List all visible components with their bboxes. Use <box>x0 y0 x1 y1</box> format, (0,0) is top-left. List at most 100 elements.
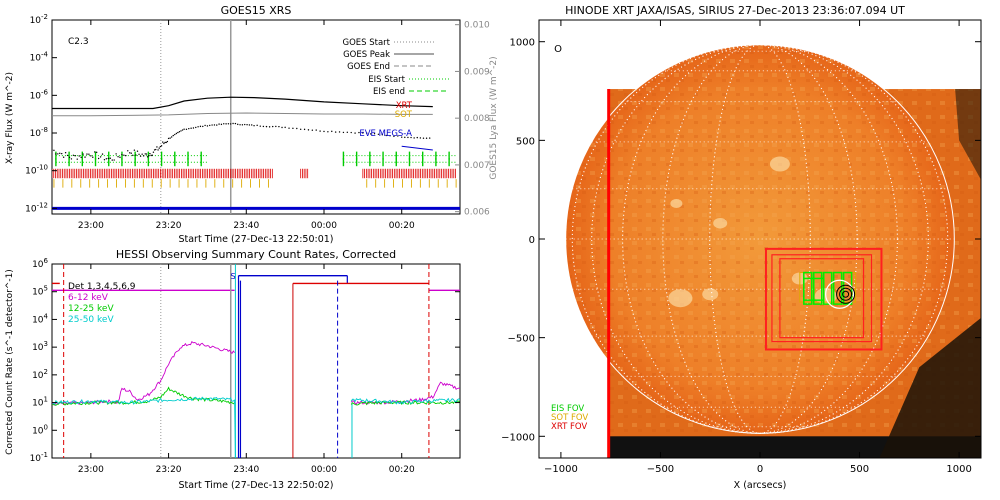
goes-short-point <box>141 153 143 155</box>
hessi-ytick-label-exp: 1 <box>44 396 48 404</box>
bright-region <box>668 289 693 308</box>
hessi-ytick-label-exp: 0 <box>44 423 48 431</box>
goes-short-point <box>119 156 121 159</box>
goes-short-point <box>86 153 88 155</box>
goes-legend-label: GOES Start <box>342 38 390 48</box>
hessi-ytick-label-base: 10 <box>32 260 44 270</box>
goes-short-point <box>197 126 199 128</box>
goes-short-point <box>172 134 174 137</box>
goes-short-point <box>90 155 92 157</box>
goes-short-point <box>195 126 197 129</box>
goes-short-point <box>278 125 280 128</box>
hessi-legend-label: 12-25 keV <box>68 304 114 314</box>
goes-short-point <box>428 137 431 139</box>
goes-ytick-right-label: 0.010 <box>464 21 490 31</box>
goes-short-point <box>216 124 218 126</box>
goes-short-point <box>190 127 192 129</box>
series-lya <box>52 112 433 117</box>
hessi-ytick-label-base: 10 <box>32 399 44 409</box>
xrt-legend-label: SOT FOV <box>551 413 588 423</box>
goes-short-point <box>202 125 204 128</box>
goes-short-point <box>362 132 364 134</box>
goes-short-point <box>369 133 372 135</box>
goes-short-point <box>158 147 160 149</box>
goes-short-point <box>220 123 223 126</box>
goes-short-point <box>315 129 317 131</box>
goes-ytick-label-exp: -4 <box>41 51 49 59</box>
goes-short-point <box>204 124 206 127</box>
xrt-ytick-label: 1000 <box>510 38 535 49</box>
goes-short-point <box>97 157 100 160</box>
goes-short-point <box>246 124 248 126</box>
goes-short-point <box>331 130 333 133</box>
goes-ylabel-text: X-ray Flux (W m^-2) <box>5 72 15 164</box>
goes-short-point <box>101 153 104 155</box>
hessi-ytick-label-base: 10 <box>32 371 44 381</box>
goes-short-point <box>416 136 418 139</box>
goes-xtick-label: 23:20 <box>156 221 182 231</box>
xrt-ytick-label: 0 <box>529 235 535 246</box>
goes-short-point <box>199 125 202 128</box>
hessi-ytick-label: 10-1 <box>30 451 48 464</box>
hessi-xtick-label: 23:20 <box>156 465 182 475</box>
goes-short-point <box>381 134 383 136</box>
goes-short-point <box>152 151 155 153</box>
goes-ytick-label-exp: -6 <box>41 88 49 96</box>
goes-short-point <box>358 131 360 134</box>
goes-short-point <box>311 129 314 131</box>
hessi-legend-label: 25-50 keV <box>68 315 114 325</box>
hessi-ytick-label-base: 10 <box>32 315 44 325</box>
goes-short-point <box>57 153 59 155</box>
goes-short-point <box>213 124 216 126</box>
hessi-ytick-label-exp: 6 <box>44 257 49 265</box>
goes-xtick-label: 23:40 <box>233 221 259 231</box>
goes-short-point <box>397 135 399 137</box>
goes-short-point <box>299 128 302 130</box>
goes-short-point <box>53 149 55 152</box>
goes-short-point <box>373 133 376 135</box>
goes-short-point <box>284 126 286 129</box>
goes-ytick-label-base: 10 <box>25 167 37 177</box>
goes-short-point <box>225 123 227 125</box>
goes-short-point <box>138 153 140 155</box>
goes-short-point <box>162 141 164 143</box>
goes-short-point <box>281 126 283 129</box>
goes-ytick-label-exp: -12 <box>37 201 48 209</box>
hessi-ytick-label-exp: 2 <box>44 368 48 376</box>
goes-short-point <box>115 153 117 155</box>
hessi-ytick-label: 100 <box>32 423 48 436</box>
goes-short-point <box>148 155 150 157</box>
goes-short-point <box>78 155 80 157</box>
goes-short-point <box>292 127 294 130</box>
goes-short-point <box>389 135 391 137</box>
hessi-ylabel-text: Corrected Count Rate (s^-1 detector^-1) <box>5 269 15 455</box>
goes-ytick-right-label: 0.008 <box>464 114 490 124</box>
goes-short-point <box>66 154 69 157</box>
goes-short-point <box>275 125 277 128</box>
goes-short-point <box>167 137 170 140</box>
goes-short-point <box>59 152 61 155</box>
goes-xlabel: Start Time (27-Dec-13 22:50:01) <box>178 234 333 245</box>
goes-short-point <box>192 127 195 129</box>
goes-ytick-label: 10-2 <box>30 13 48 26</box>
goes-ytick-label: 10-10 <box>25 164 48 177</box>
hessi-panel: HESSI Observing Summary Count Rates, Cor… <box>5 248 461 491</box>
hessi-xtick-label: 00:20 <box>389 465 415 475</box>
hessi-ytick-label-base: 10 <box>32 426 44 436</box>
goes-short-point <box>262 125 265 128</box>
goes-short-point <box>105 158 108 160</box>
goes-short-point <box>107 157 110 160</box>
goes-ytick-label-exp: -10 <box>37 164 48 172</box>
goes-short-point <box>68 156 71 159</box>
goes-plot-frame <box>51 19 461 215</box>
goes-short-point <box>209 124 211 127</box>
goes-ytick-right-label: 0.007 <box>464 161 490 171</box>
hessi-ytick-label-base: 10 <box>32 288 44 298</box>
goes-short-point <box>132 154 134 157</box>
goes-short-point <box>99 156 102 158</box>
goes-short-point <box>227 123 230 125</box>
goes-short-point <box>149 152 151 155</box>
goes-short-point <box>248 124 251 126</box>
goes-short-point <box>156 146 158 148</box>
goes-short-point <box>327 131 329 133</box>
